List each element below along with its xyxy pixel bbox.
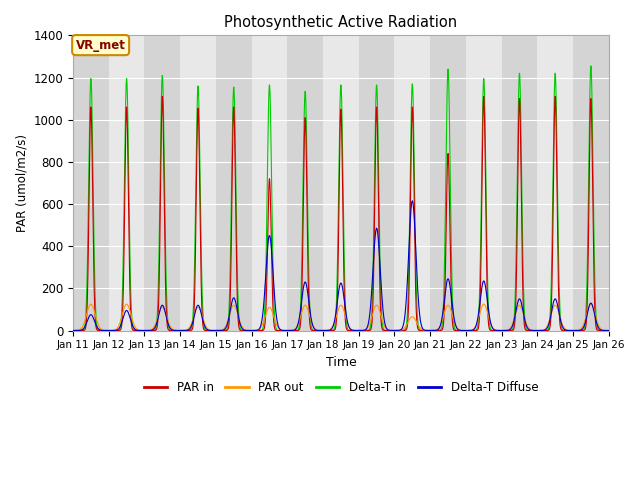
Bar — [466, 36, 502, 331]
Bar — [73, 36, 109, 331]
X-axis label: Time: Time — [326, 356, 356, 369]
Legend: PAR in, PAR out, Delta-T in, Delta-T Diffuse: PAR in, PAR out, Delta-T in, Delta-T Dif… — [139, 376, 543, 398]
Bar — [180, 36, 216, 331]
Bar — [609, 36, 640, 331]
Bar — [394, 36, 430, 331]
Y-axis label: PAR (umol/m2/s): PAR (umol/m2/s) — [15, 134, 28, 232]
Bar — [538, 36, 573, 331]
Bar — [323, 36, 359, 331]
Title: Photosynthetic Active Radiation: Photosynthetic Active Radiation — [225, 15, 458, 30]
Bar — [359, 36, 394, 331]
Bar — [216, 36, 252, 331]
Bar — [252, 36, 287, 331]
Bar — [502, 36, 538, 331]
Bar — [287, 36, 323, 331]
Bar — [573, 36, 609, 331]
Bar — [430, 36, 466, 331]
Bar — [109, 36, 145, 331]
Text: VR_met: VR_met — [76, 38, 125, 52]
Bar — [145, 36, 180, 331]
